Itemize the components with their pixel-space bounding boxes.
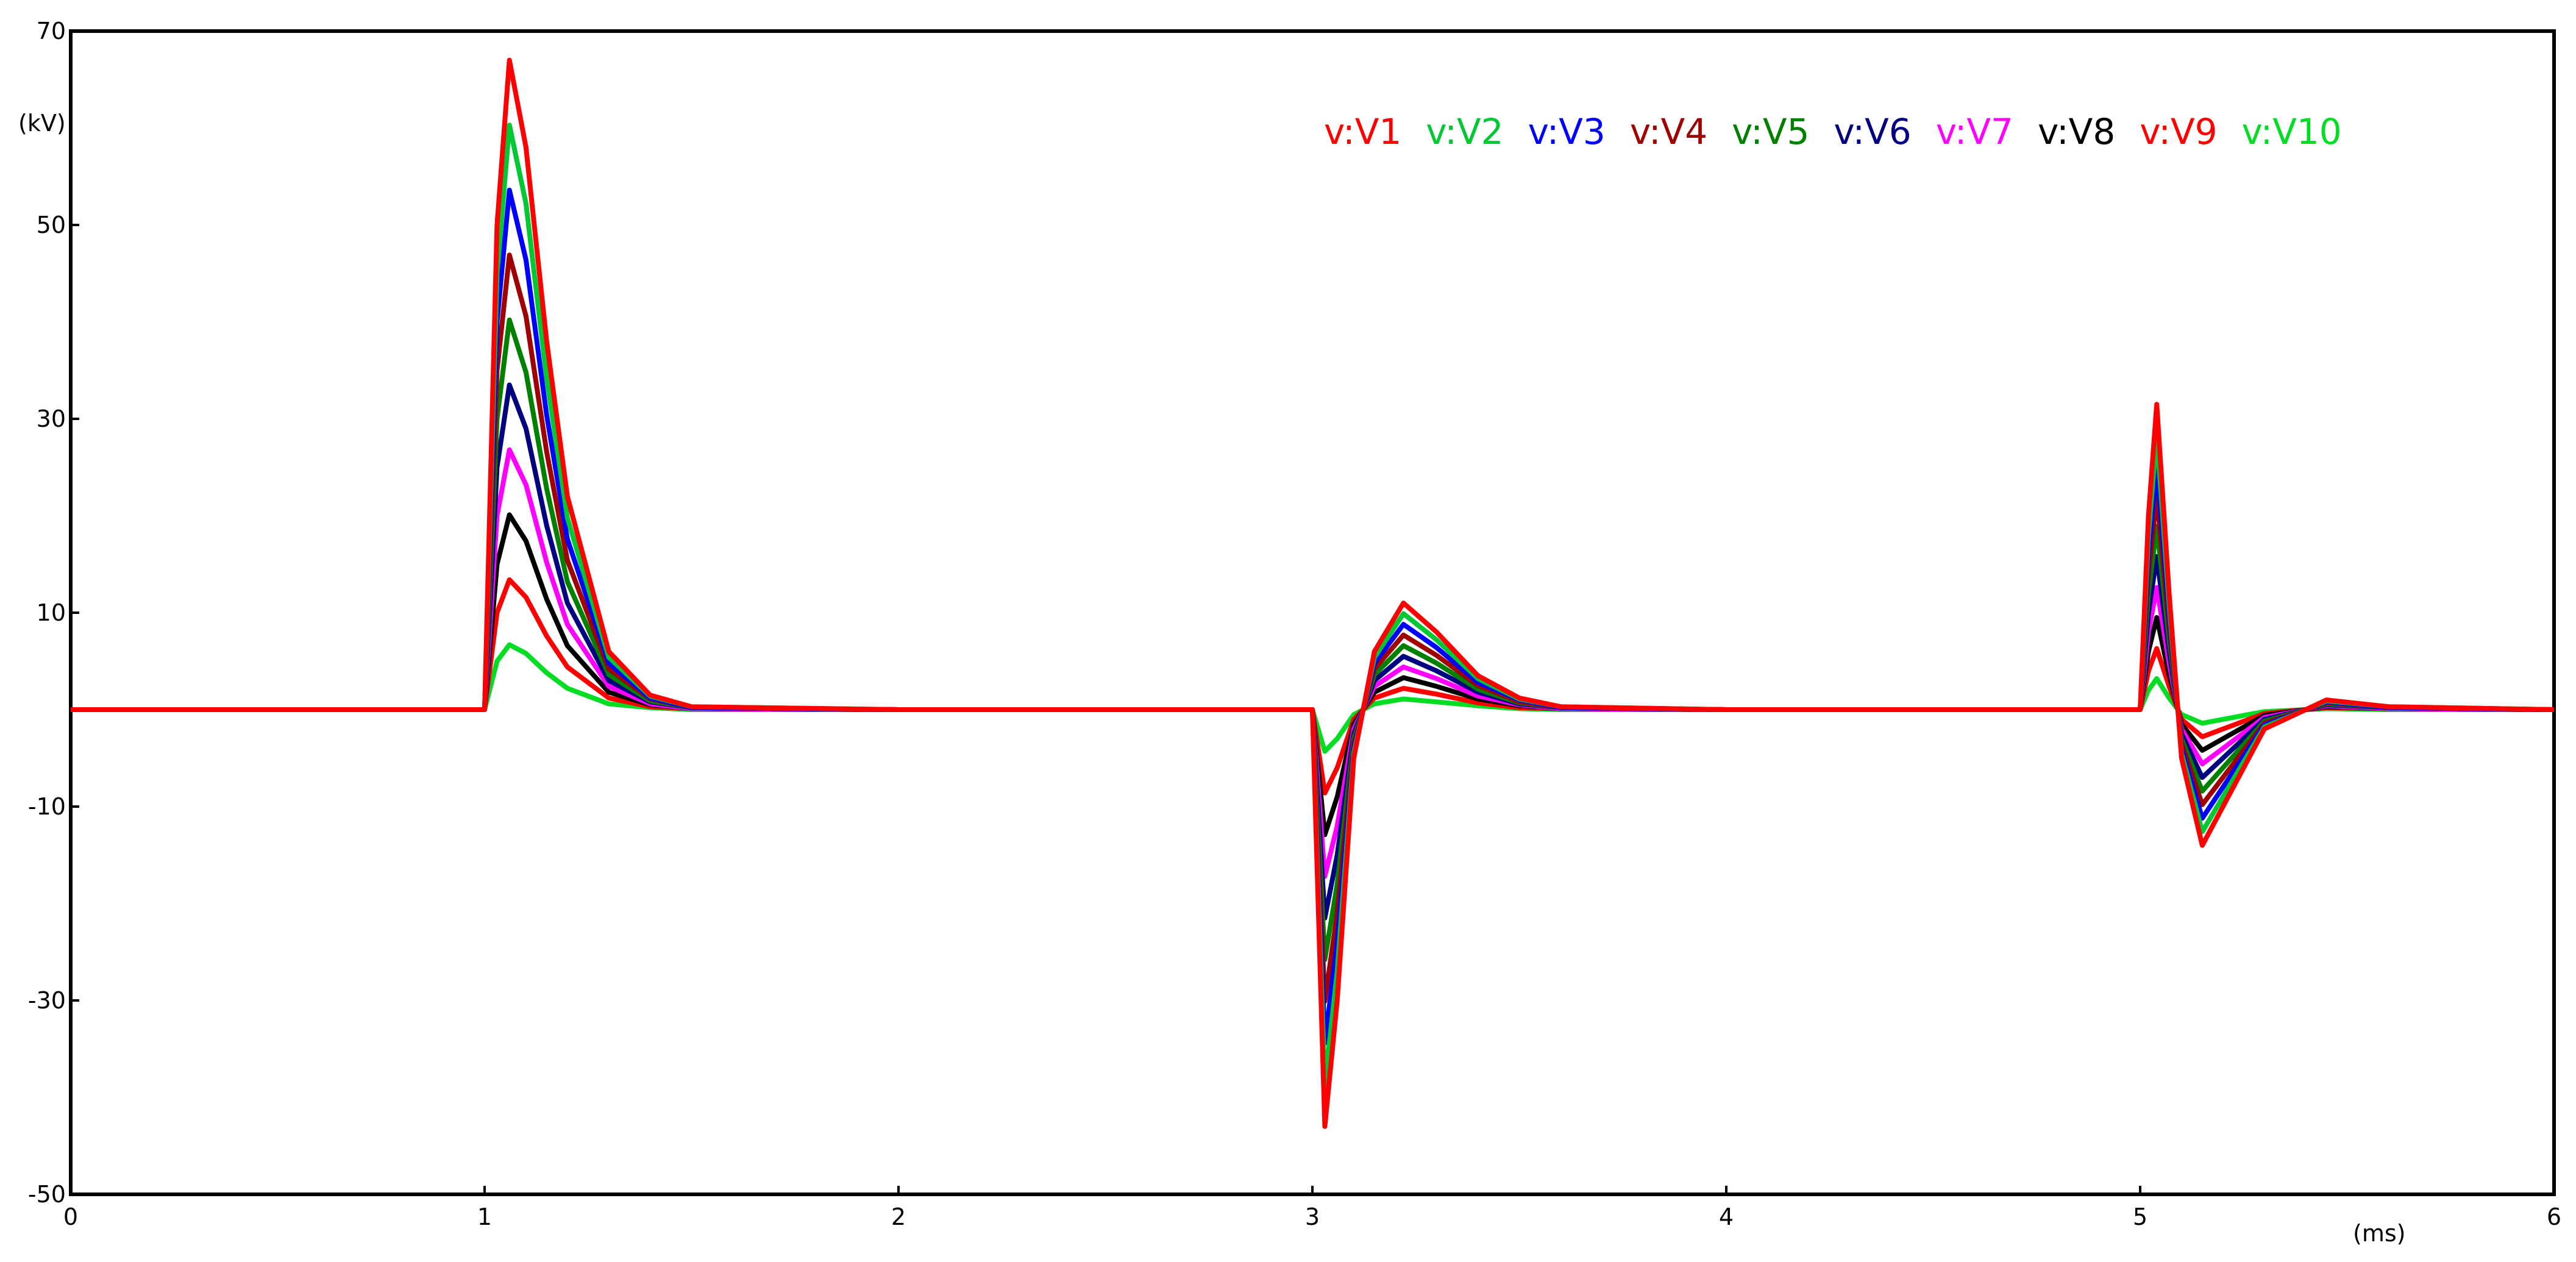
legend-entry: v:V10 [2242, 111, 2342, 152]
y-tick-label: 50 [37, 212, 66, 238]
x-tick-label: 2 [891, 1203, 906, 1230]
y-tick-label: 10 [37, 599, 66, 626]
series-line [71, 57, 2555, 1129]
x-tick-label: 3 [1305, 1203, 1320, 1230]
y-tick-label: -50 [28, 1181, 66, 1208]
y-tick-label: 70 [37, 18, 66, 45]
series-line [71, 317, 2555, 963]
series-line [71, 252, 2555, 1004]
x-tick-label: 1 [477, 1203, 492, 1230]
series-line [71, 577, 2555, 796]
series-line [71, 512, 2555, 838]
x-tick-label: 0 [63, 1203, 78, 1230]
legend-entry: v:V1 [1324, 111, 1401, 152]
x-axis-label: (ms) [2353, 1220, 2405, 1247]
legend-entry: v:V3 [1528, 111, 1606, 152]
legend-entry: v:V5 [1732, 111, 1809, 152]
x-tick-label: 4 [1719, 1203, 1734, 1230]
x-tick-label: 5 [2133, 1203, 2147, 1230]
legend-entry: v:V7 [1936, 111, 2013, 152]
plot-frame [69, 29, 2556, 1196]
y-axis-label: (kV) [18, 110, 66, 137]
series-line [71, 187, 2555, 1046]
legend-entry: v:V9 [2140, 111, 2217, 152]
series-line [71, 123, 2555, 1088]
series-line [71, 642, 2554, 754]
legend-entry: v:V2 [1426, 111, 1503, 152]
series-line [71, 382, 2555, 921]
y-tick-label: 30 [37, 405, 66, 432]
legend-entry: v:V6 [1834, 111, 1911, 152]
series-line [71, 447, 2555, 879]
x-tick-label: 6 [2547, 1203, 2561, 1230]
y-tick-label: -30 [28, 987, 66, 1014]
legend-entry: v:V4 [1630, 111, 1707, 152]
legend-entry: v:V8 [2038, 111, 2115, 152]
y-tick-label: -10 [28, 793, 66, 820]
